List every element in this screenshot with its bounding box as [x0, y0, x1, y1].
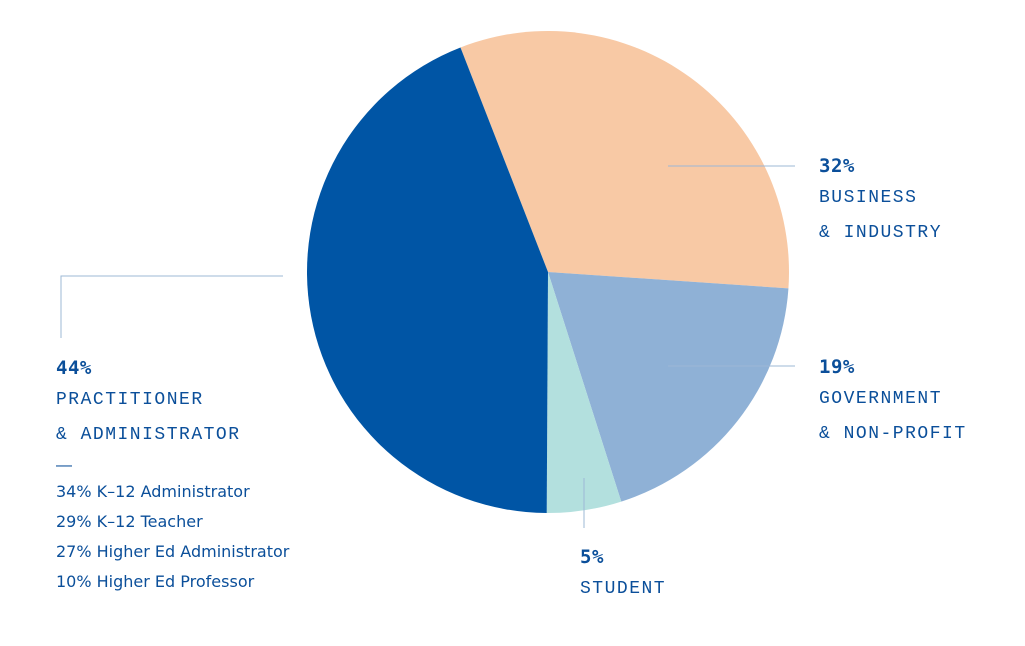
breakdown-separator: — [56, 457, 72, 474]
label-student: 5% STUDENT [580, 546, 666, 607]
leader-lines [60, 165, 795, 528]
breakdown-item: 27% Higher Ed Administrator [56, 542, 290, 561]
government-percent: 19% [819, 356, 855, 378]
business-name-line1: BUSINESS [819, 188, 918, 208]
business-percent: 32% [819, 155, 855, 177]
business-name-line2: & INDUSTRY [819, 223, 943, 243]
pie-slice-government [548, 272, 789, 502]
label-business: 32% BUSINESS & INDUSTRY [819, 155, 942, 251]
label-government: 19% GOVERNMENT & NON-PROFIT [819, 356, 967, 452]
leader-line-practitioner [60, 275, 283, 338]
practitioner-name-line1: PRACTITIONER [56, 390, 204, 410]
student-name-line1: STUDENT [580, 579, 667, 599]
student-percent: 5% [580, 546, 604, 568]
practitioner-name-line2: & ADMINISTRATOR [56, 425, 241, 445]
breakdown-item: 29% K–12 Teacher [56, 512, 203, 531]
pie-slice-business [460, 30, 789, 289]
breakdown-item: 10% Higher Ed Professor [56, 572, 255, 591]
label-practitioner: 44% PRACTITIONER & ADMINISTRATOR — 34% K… [56, 357, 289, 597]
government-name-line2: & NON-PROFIT [819, 424, 967, 444]
pie-slice-practitioner [307, 47, 548, 513]
breakdown-item: 34% K–12 Administrator [56, 482, 250, 501]
pie-slices [307, 30, 789, 513]
practitioner-percent: 44% [56, 357, 92, 379]
government-name-line1: GOVERNMENT [819, 389, 943, 409]
pie-slice-student [546, 272, 622, 513]
